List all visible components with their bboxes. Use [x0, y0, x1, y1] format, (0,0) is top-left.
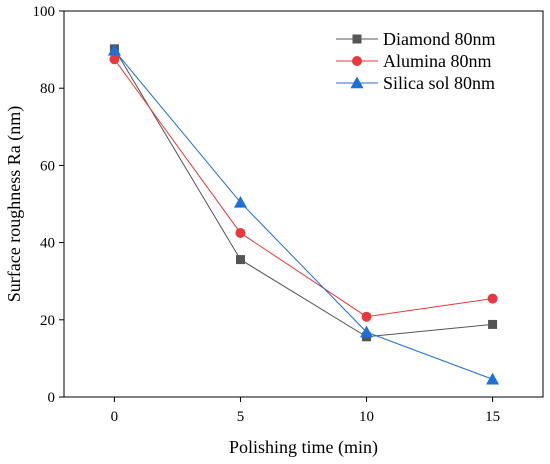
- x-axis-title: Polishing time (min): [229, 437, 378, 458]
- data-point: [361, 311, 372, 322]
- x-tick-label: 15: [485, 409, 500, 425]
- legend-item: Silica sol 80nm: [336, 73, 495, 93]
- data-point: [487, 293, 498, 304]
- data-point: [235, 255, 245, 265]
- y-tick-label: 60: [40, 158, 55, 174]
- y-tick-label: 40: [40, 236, 55, 252]
- data-point: [107, 43, 121, 56]
- data-point: [486, 372, 500, 385]
- legend-marker: [352, 34, 362, 44]
- y-tick-label: 80: [40, 81, 55, 97]
- legend-marker: [350, 76, 364, 89]
- legend-label: Silica sol 80nm: [383, 73, 495, 93]
- series-line: [113, 48, 493, 338]
- data-point: [109, 54, 120, 65]
- data-point: [233, 195, 247, 208]
- x-tick-label: 10: [359, 409, 374, 425]
- x-tick-label: 5: [237, 409, 245, 425]
- x-tick-label: 0: [111, 409, 119, 425]
- series-line: [114, 50, 493, 380]
- legend-label: Alumina 80nm: [383, 51, 492, 71]
- y-tick-label: 100: [33, 4, 56, 20]
- y-axis-title: Surface roughness Ra (nm): [4, 106, 25, 302]
- legend-item: Alumina 80nm: [336, 51, 492, 71]
- series-1: [109, 54, 498, 322]
- legend-label: Diamond 80nm: [383, 29, 496, 49]
- legend-marker: [352, 56, 362, 66]
- data-point: [235, 227, 246, 238]
- y-axis: 0 20 40 60 80 100: [33, 4, 64, 406]
- y-tick-label: 0: [48, 390, 56, 406]
- y-tick-label: 20: [40, 313, 55, 329]
- plot-frame: [63, 10, 544, 398]
- data-point: [488, 319, 498, 329]
- series-line: [114, 58, 493, 318]
- x-axis: 0 5 10 15: [111, 397, 500, 425]
- data-point: [360, 325, 374, 338]
- series-2: [107, 43, 500, 385]
- legend-item: Diamond 80nm: [336, 29, 496, 49]
- series-layer: [107, 43, 500, 385]
